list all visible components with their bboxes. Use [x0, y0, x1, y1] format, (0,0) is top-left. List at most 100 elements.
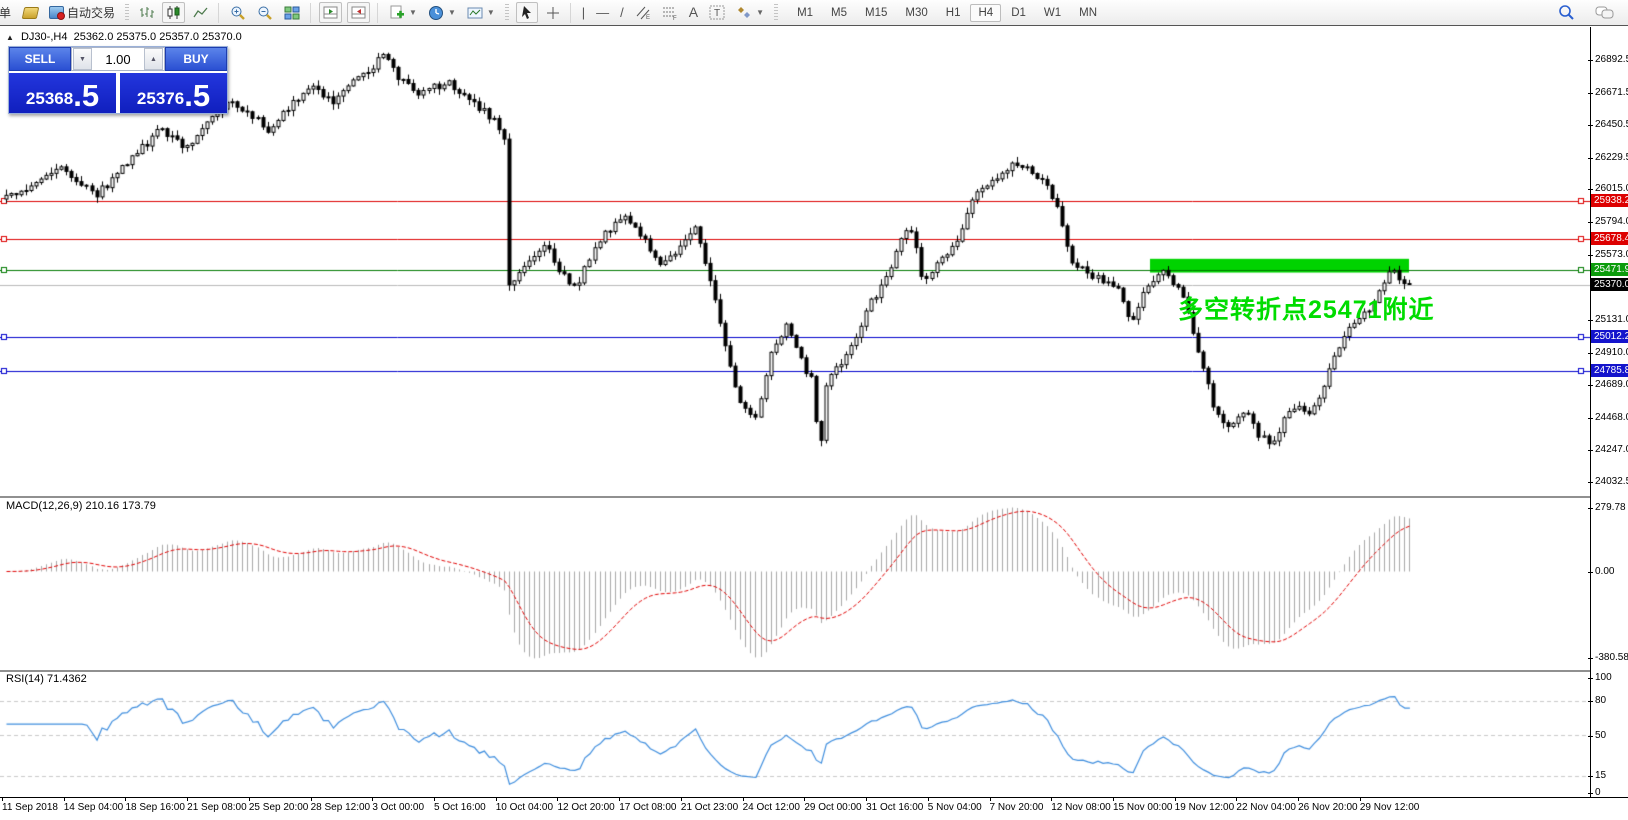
axis-tick: [1588, 157, 1593, 159]
panel-divider[interactable]: [0, 670, 1628, 672]
rsi-indicator[interactable]: [0, 672, 1590, 797]
tile-windows-icon[interactable]: [281, 3, 303, 23]
time-tick: [742, 798, 744, 801]
pivot-annotation[interactable]: 多空转折点25471附近: [1178, 296, 1435, 324]
time-tick: [866, 798, 868, 801]
new-order-button[interactable]: 订单: [0, 6, 12, 20]
fibonacci-icon[interactable]: F: [659, 3, 681, 22]
text-label-icon[interactable]: T: [706, 3, 728, 22]
bar-chart-icon[interactable]: [136, 3, 157, 22]
axis-tick-label: 24468.0: [1595, 411, 1628, 423]
candlestick-chart-icon[interactable]: [162, 2, 186, 23]
time-tick-label: 19 Nov 12:00: [1174, 802, 1235, 813]
chat-icon[interactable]: [1592, 3, 1618, 23]
svg-text:T: T: [714, 8, 720, 19]
volume-value[interactable]: 1.00: [105, 51, 131, 67]
cursor-icon[interactable]: [515, 2, 538, 23]
zoom-out-icon[interactable]: [254, 3, 276, 23]
price-axis[interactable]: 26892.5 26671.5 26450.5 26229.5 26015.0 25794…: [1588, 27, 1628, 798]
time-tick: [1112, 798, 1114, 801]
time-tick: [63, 798, 65, 801]
timeframe-m30[interactable]: M30: [905, 6, 928, 19]
chart-title: ▲ DJ30-,H4 25362.0 25375.0 25357.0 25370…: [6, 31, 242, 43]
arrows-icon[interactable]: ▼: [733, 3, 767, 22]
price-level-label: 24785.8: [1591, 363, 1628, 377]
axis-tick-label: 24910.0: [1595, 346, 1628, 358]
buy-button[interactable]: BUY: [165, 47, 227, 71]
axis-tick-label: 0.00: [1595, 565, 1615, 577]
axis-tick-label: 80: [1595, 695, 1607, 706]
time-tick: [2, 798, 3, 801]
volume-stepper: ▼ 1.00 ▲: [71, 47, 165, 71]
zoom-in-icon[interactable]: [227, 3, 249, 23]
new-chart-button[interactable]: ▼: [386, 3, 420, 23]
panel-divider[interactable]: [0, 496, 1628, 498]
time-tick-label: 10 Oct 04:00: [495, 802, 554, 813]
candlestick-chart[interactable]: [0, 27, 1590, 497]
indicator-window-remove-icon[interactable]: [347, 2, 371, 23]
time-tick: [187, 798, 189, 801]
axis-tick: [1588, 678, 1593, 679]
axis-tick: [1588, 385, 1593, 387]
vertical-line-icon[interactable]: |: [581, 5, 586, 20]
timeframe-h4[interactable]: H4: [970, 3, 1002, 22]
timeframe-d1[interactable]: D1: [1011, 6, 1026, 19]
indicator-window-add-icon[interactable]: [319, 2, 343, 23]
time-axis[interactable]: 11 Sep 2018 14 Sep 04:00 18 Sep 16:00 21 Se…: [0, 798, 1628, 820]
sell-price[interactable]: 25368.5: [9, 73, 116, 113]
volume-increase-button[interactable]: ▲: [144, 48, 163, 70]
templates-button[interactable]: ▼: [464, 3, 498, 23]
timeframe-h1[interactable]: H1: [945, 6, 961, 19]
period-button[interactable]: ▼: [425, 3, 459, 23]
collapse-panel-icon[interactable]: ▲: [6, 33, 14, 42]
buy-price[interactable]: 25376.5: [120, 73, 227, 113]
axis-tick: [1588, 735, 1593, 737]
time-tick-label: 5 Oct 16:00: [434, 802, 486, 813]
time-tick-label: 25 Sep 20:00: [248, 802, 309, 813]
axis-tick-label: 26229.5: [1595, 151, 1628, 163]
line-chart-icon[interactable]: [190, 3, 211, 22]
axis-tick-label: 26671.5: [1595, 86, 1628, 98]
trend-line-icon[interactable]: /: [620, 5, 624, 20]
time-tick-label: 12 Nov 08:00: [1051, 802, 1111, 813]
macd-indicator[interactable]: [0, 498, 1590, 670]
time-tick-label: 26 Nov 20:00: [1298, 802, 1358, 813]
axis-tick-label: 25573.0: [1595, 248, 1628, 260]
time-tick-label: 3 Oct 00:00: [372, 802, 425, 813]
time-tick-label: 21 Oct 23:00: [680, 802, 739, 813]
timeframe-m1[interactable]: M1: [797, 6, 814, 19]
text-icon[interactable]: A: [688, 4, 699, 20]
time-tick: [495, 798, 497, 801]
equidistant-channel-icon[interactable]: E: [632, 3, 654, 22]
time-tick: [1051, 798, 1053, 801]
time-tick: [372, 798, 374, 801]
axis-tick-label: 279.78: [1595, 501, 1626, 513]
time-tick-label: 17 Oct 08:00: [619, 802, 677, 813]
timeframe-mn[interactable]: MN: [1079, 6, 1098, 19]
time-tick: [434, 798, 436, 801]
gold-icon[interactable]: [20, 5, 41, 21]
time-tick: [619, 798, 621, 801]
time-tick: [1174, 798, 1176, 801]
axis-tick: [1588, 417, 1593, 419]
time-tick-label: 11 Sep 2018: [2, 802, 58, 813]
time-tick-label: 15 Nov 00:00: [1112, 802, 1173, 813]
price-level-label: 25938.2: [1591, 193, 1628, 207]
autotrade-icon: [49, 6, 65, 20]
axis-tick-label: 26015.0: [1595, 183, 1628, 195]
rsi-label: RSI(14) 71.4362: [6, 673, 87, 685]
time-tick: [557, 798, 559, 801]
search-icon[interactable]: [1555, 2, 1578, 23]
axis-tick: [1588, 222, 1593, 224]
time-tick: [1298, 798, 1300, 801]
time-tick-label: 21 Sep 08:00: [187, 802, 247, 813]
horizontal-line-icon[interactable]: —: [596, 5, 610, 20]
sell-button[interactable]: SELL: [9, 47, 71, 71]
timeframe-m5[interactable]: M5: [831, 6, 848, 19]
autotrade-button[interactable]: 自动交易: [46, 2, 118, 23]
timeframe-m15[interactable]: M15: [865, 6, 888, 19]
price-level-label: 25012.2: [1591, 330, 1628, 344]
timeframe-w1[interactable]: W1: [1043, 6, 1062, 19]
crosshair-icon[interactable]: [543, 4, 563, 22]
volume-decrease-button[interactable]: ▼: [73, 48, 92, 70]
